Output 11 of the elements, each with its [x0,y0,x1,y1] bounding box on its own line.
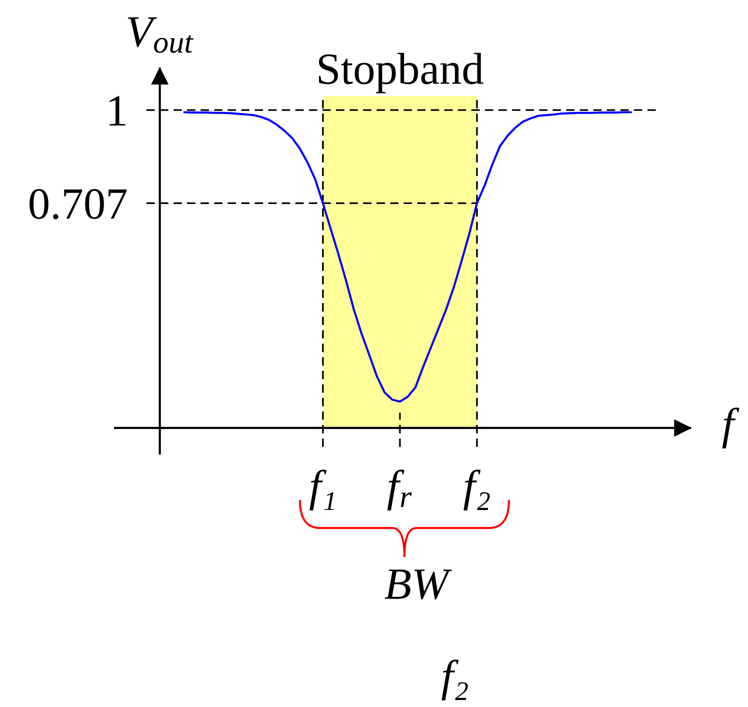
y-axis-title: V$_{out}$ [128,17,194,53]
band-label: Stopband [318,52,484,94]
y-tick-label: 0.707 [30,189,127,220]
x-tick-label: f₁ [310,470,334,510]
x-axis-title: f [722,408,740,448]
line-series [183,111,632,403]
x-tick-label: f₂ [464,470,490,510]
text: f₂ [442,660,468,700]
text: BW [384,570,452,600]
x-tick-label: f$_{r}$ [387,470,412,510]
y-tick-label: 1 [110,96,126,126]
